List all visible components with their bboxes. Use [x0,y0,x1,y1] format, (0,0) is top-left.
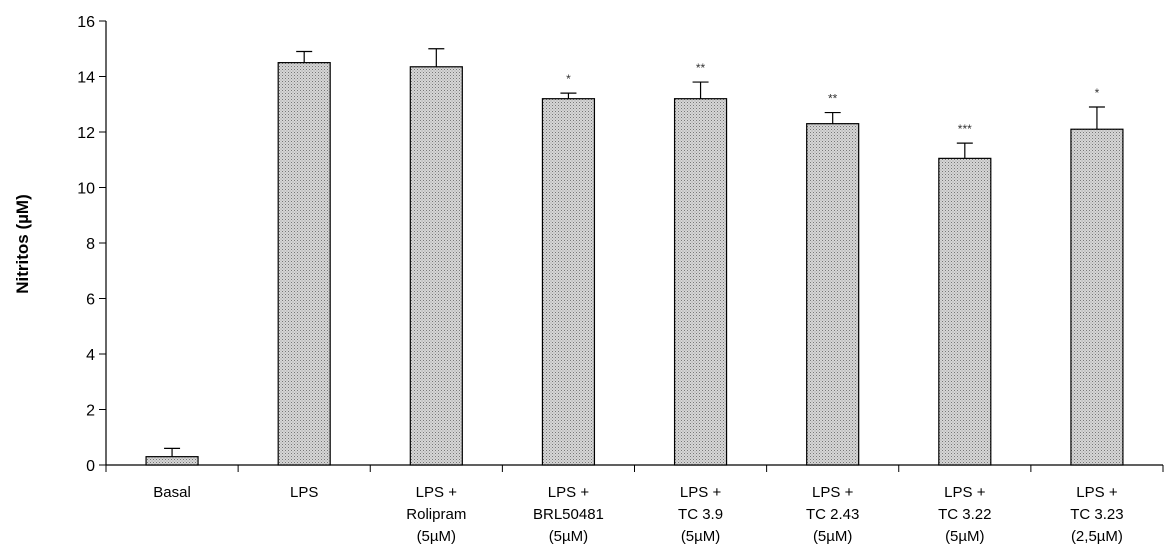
significance-mark: *** [958,122,972,136]
y-tick-label: 16 [77,14,95,31]
x-tick-label-line: Rolipram [406,506,466,523]
x-tick-label-line: (5µM) [417,528,456,545]
x-tick-label-line: LPS [290,484,318,501]
x-tick-label-line: LPS + [548,484,590,501]
y-tick-label: 2 [86,403,95,420]
x-tick-label-line: LPS + [1076,484,1118,501]
bars [145,62,1124,466]
error-bar [1088,106,1105,130]
x-tick-label-line: Basal [153,484,191,501]
bar [409,66,463,466]
x-tick-label: LPS + TC 2.43 (5µM) [806,484,859,545]
x-tick-label: LPS + TC 3.23 (2,5µM) [1070,484,1123,545]
x-tick-label: Basal [153,484,191,501]
error-bar [560,92,577,99]
x-tick-label-line: TC 3.23 [1070,506,1123,523]
error-bar [956,142,973,159]
significance-marks: ********* [566,61,1100,136]
y-axis-label: Nitritos (µM) [13,194,32,294]
x-tick-label-line: (5µM) [945,528,984,545]
bar [541,98,596,466]
x-tick-label-line: (5µM) [813,528,852,545]
error-bar [296,50,313,63]
x-tick-labels: Basal LPS LPS + Rolipram (5µM) LPS + BRL50481 (… [153,484,1123,545]
x-tick-label: LPS + TC 3.22 (5µM) [938,484,991,545]
significance-mark: * [1095,86,1100,100]
x-tick-label-line: TC 3.9 [678,506,723,523]
significance-mark: ** [828,92,838,106]
bar [938,157,992,466]
x-axis [105,464,1164,472]
y-tick-label: 12 [77,125,95,142]
y-tick-label: 10 [77,181,95,198]
x-tick-label: LPS + TC 3.9 (5µM) [678,484,723,545]
x-tick-label: LPS + Rolipram (5µM) [406,484,466,545]
bar [806,123,860,466]
y-tick-label: 0 [86,458,95,475]
error-bar [692,81,709,99]
bar [673,98,728,466]
bar [145,456,199,466]
x-tick-label: LPS [290,484,318,501]
x-tick-label-line: LPS + [416,484,458,501]
y-tick-label: 14 [77,70,95,87]
bar [277,62,331,466]
y-axis: 0 2 4 6 8 10 12 14 16 [77,14,107,475]
error-bar [164,447,181,457]
y-tick-label: 4 [86,347,95,364]
x-tick-label-line: BRL50481 [533,506,604,523]
y-tick-label: 6 [86,292,95,309]
x-tick-label-line: (5µM) [549,528,588,545]
x-tick-label-line: (2,5µM) [1071,528,1123,545]
x-tick-label: LPS + BRL50481 (5µM) [533,484,604,545]
significance-mark: ** [696,61,706,75]
error-bars [164,48,1105,457]
error-bar [824,111,841,124]
bar [1070,128,1124,466]
x-tick-label-line: LPS + [944,484,986,501]
error-bar [428,48,445,67]
x-tick-label-line: LPS + [680,484,722,501]
y-tick-label: 8 [86,236,95,253]
x-tick-label-line: (5µM) [681,528,720,545]
x-tick-label-line: TC 2.43 [806,506,859,523]
x-tick-label-line: TC 3.22 [938,506,991,523]
x-tick-label-line: LPS + [812,484,854,501]
significance-mark: * [566,72,571,86]
